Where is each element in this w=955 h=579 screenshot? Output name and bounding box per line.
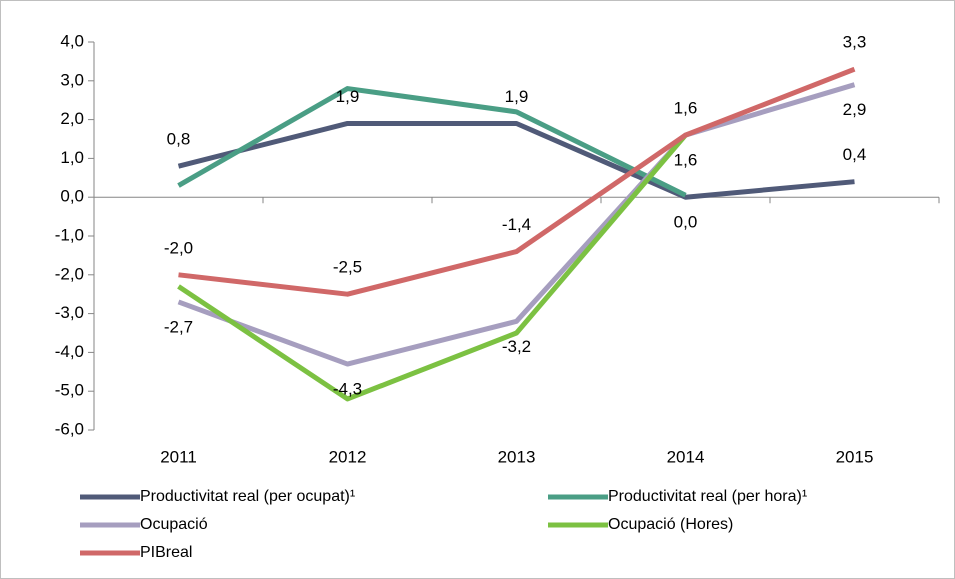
data-label: -3,2 bbox=[502, 337, 531, 356]
y-tick-label: -6,0 bbox=[55, 419, 84, 438]
x-tick-label: 2013 bbox=[498, 447, 536, 466]
y-tick-label: -5,0 bbox=[55, 381, 84, 400]
data-label: 1,9 bbox=[505, 87, 529, 106]
y-tick-label: -2,0 bbox=[55, 264, 84, 283]
data-label: -4,3 bbox=[333, 380, 362, 399]
data-label: 1,6 bbox=[674, 151, 698, 170]
series-line bbox=[177, 82, 856, 367]
x-tick-label: 2012 bbox=[329, 447, 367, 466]
x-tick-label: 2011 bbox=[160, 447, 197, 466]
data-label: 1,6 bbox=[674, 99, 698, 118]
data-label: 0,0 bbox=[674, 213, 698, 232]
y-tick-label: 4,0 bbox=[60, 31, 84, 50]
data-label: 3,3 bbox=[843, 33, 867, 52]
x-tick-label: 2014 bbox=[667, 447, 705, 466]
data-label: -2,0 bbox=[164, 238, 193, 257]
x-tick-label: 2015 bbox=[836, 447, 874, 466]
legend-label: Productivitat real (per ocupat)¹ bbox=[140, 488, 355, 505]
y-tick-label: 1,0 bbox=[60, 148, 84, 167]
y-tick-label: 3,0 bbox=[60, 70, 84, 89]
data-label: 0,8 bbox=[167, 130, 191, 149]
data-label: -1,4 bbox=[502, 215, 531, 234]
legend-label: PIBreal bbox=[140, 544, 192, 561]
legend-label: Ocupació bbox=[140, 516, 208, 533]
y-tick-label: 2,0 bbox=[60, 109, 84, 128]
y-tick-label: 0,0 bbox=[60, 187, 84, 206]
data-label: 2,9 bbox=[843, 100, 867, 119]
y-tick-label: -1,0 bbox=[55, 225, 84, 244]
series-line bbox=[177, 86, 687, 198]
data-label: -2,7 bbox=[164, 317, 193, 336]
data-label: 1,9 bbox=[336, 87, 360, 106]
data-label: -2,5 bbox=[333, 258, 362, 277]
series-line bbox=[178, 66, 856, 297]
series-line bbox=[177, 133, 688, 402]
data-label: 0,4 bbox=[843, 145, 867, 164]
series-line bbox=[177, 120, 855, 200]
y-tick-label: -4,0 bbox=[55, 342, 84, 361]
y-tick-label: -3,0 bbox=[55, 303, 84, 322]
legend-label: Productivitat real (per hora)¹ bbox=[608, 488, 807, 505]
legend-label: Ocupació (Hores) bbox=[608, 516, 733, 533]
